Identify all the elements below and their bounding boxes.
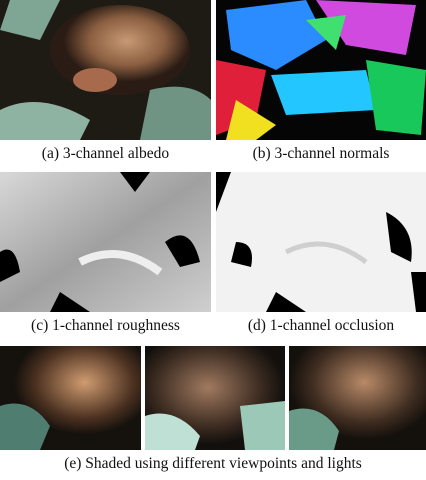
caption: (e) Shaded using different viewpoints an… — [0, 455, 426, 473]
albedo-image — [0, 0, 211, 140]
shaded-image — [145, 346, 285, 450]
figure: (a) 3-channel albedo (b) 3-channel norma… — [0, 0, 426, 480]
normals-image — [216, 0, 426, 140]
occlusion-image — [216, 172, 426, 312]
caption: (d) 1-channel occlusion — [216, 317, 426, 335]
roughness-image — [0, 172, 211, 312]
shaded-image — [0, 346, 141, 450]
caption: (c) 1-channel roughness — [0, 317, 211, 335]
shaded-image — [289, 346, 426, 450]
caption: (b) 3-channel normals — [216, 145, 426, 163]
caption: (a) 3-channel albedo — [0, 145, 211, 163]
